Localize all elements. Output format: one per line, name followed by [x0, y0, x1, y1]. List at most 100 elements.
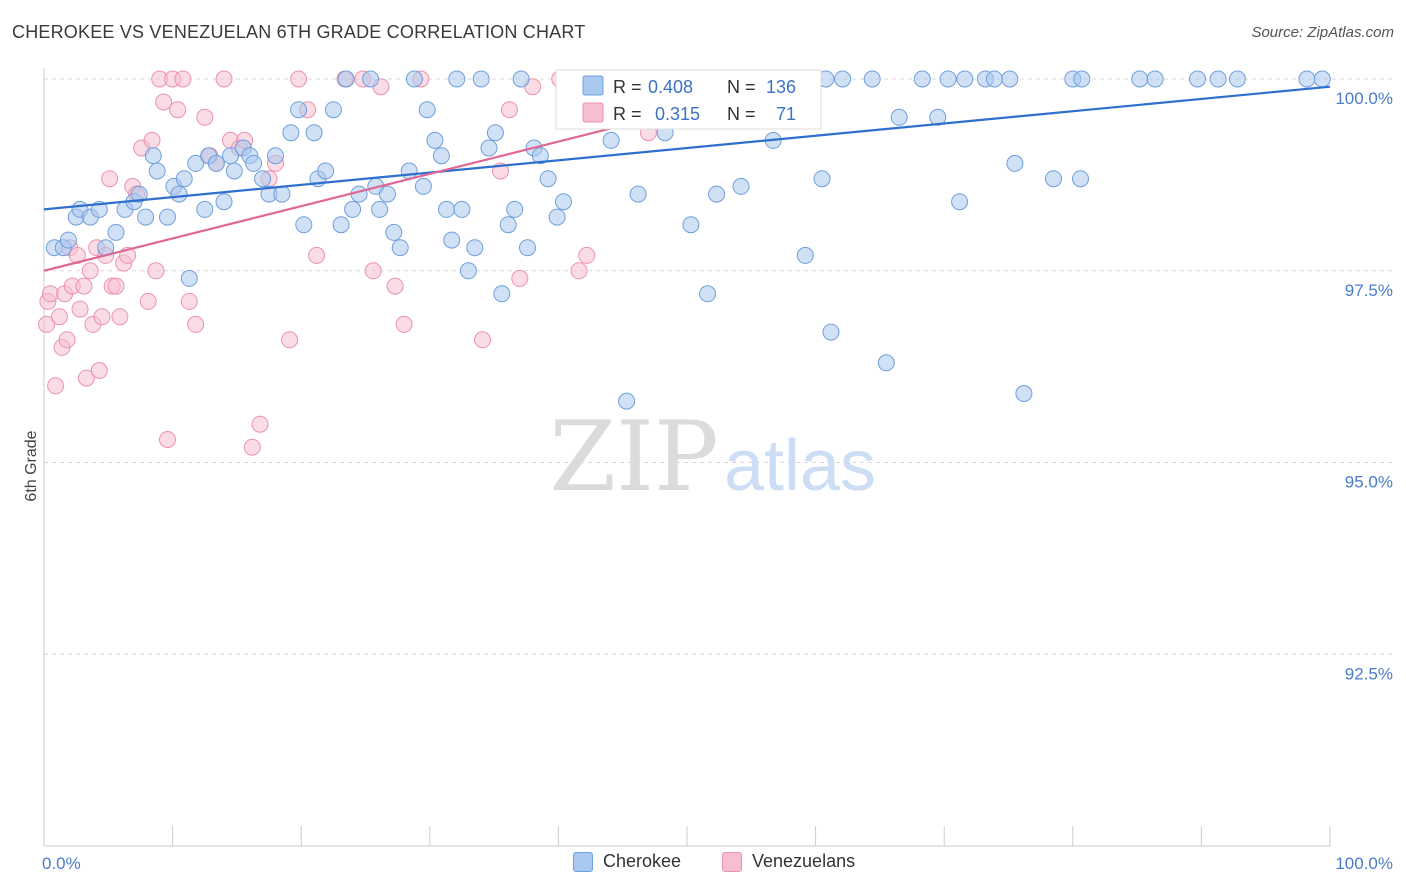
venezuelan-point-30	[143, 131, 161, 149]
cherokee-point-41	[332, 216, 350, 234]
cherokee-point-70	[519, 239, 536, 257]
cherokee-point-14	[148, 162, 166, 180]
bottom-legend-cherokee[interactable]: Cherokee	[573, 851, 681, 872]
cherokee-point-53	[414, 177, 432, 195]
cherokee-point-92	[813, 170, 831, 188]
cherokee-point-66	[493, 285, 511, 303]
legend-n-cherokee: 136	[766, 77, 796, 97]
cherokee-point-100	[929, 108, 947, 126]
cherokee-point-35	[290, 101, 308, 119]
cherokee-points	[45, 70, 1331, 410]
cherokee-point-12	[137, 208, 155, 226]
venezuelan-point-23	[111, 308, 129, 326]
cherokee-point-60	[453, 200, 471, 218]
cherokee-point-75	[555, 193, 572, 211]
y-axis-label: 6th Grade	[23, 430, 40, 501]
legend-n-label-venezuelan: N =	[727, 104, 756, 124]
cherokee-point-33	[273, 185, 291, 203]
cherokee-point-24	[215, 193, 233, 211]
cherokee-point-11	[130, 185, 148, 203]
venezuelan-point-34	[159, 431, 176, 448]
venezuelan-point-64	[501, 101, 518, 119]
cherokee-point-26	[225, 162, 243, 180]
cherokee-point-13	[144, 147, 162, 165]
venezuelan-point-39	[187, 315, 205, 333]
venezuelan-point-54	[308, 246, 326, 264]
cherokee-point-73	[539, 170, 557, 188]
venezuelan-point-37	[174, 70, 192, 88]
cherokee-point-39	[317, 162, 335, 180]
cherokee-point-2	[59, 231, 77, 249]
venezuelan-point-0	[38, 315, 56, 333]
venezuelans-label: Venezuelans	[752, 851, 856, 871]
venezuelan-trend-line	[43, 116, 656, 272]
cherokee-point-106	[1001, 70, 1019, 88]
venezuelan-point-14	[81, 262, 99, 280]
cherokee-point-94	[822, 323, 840, 341]
cherokee-point-15	[159, 208, 176, 226]
venezuelan-point-13	[77, 369, 95, 387]
venezuelan-point-51	[281, 331, 299, 349]
legend-n-label-cherokee: N =	[727, 77, 756, 97]
cherokee-point-102	[951, 193, 969, 211]
cherokee-point-57	[438, 200, 455, 218]
trend-lines	[43, 85, 1331, 272]
cherokee-point-19	[180, 269, 198, 287]
cherokee-point-114	[1146, 70, 1164, 88]
bottom-legend-venezuelans[interactable]: Venezuelans	[722, 851, 855, 872]
y-tick-label-0: 100.0%	[1335, 89, 1393, 108]
venezuelan-point-48	[251, 415, 269, 433]
tick-labels: 100.0% 97.5% 95.0% 92.5% 0.0% 100.0%	[42, 89, 1393, 873]
cherokee-point-61	[459, 262, 477, 280]
cherokee-point-112	[1073, 70, 1091, 88]
venezuelan-point-3	[47, 377, 65, 395]
cherokee-point-48	[378, 185, 396, 203]
venezuelan-point-65	[511, 269, 529, 287]
venezuelan-point-17	[90, 362, 108, 379]
cherokee-point-23	[207, 154, 225, 172]
venezuelan-point-7	[58, 331, 76, 349]
chart-title: CHEROKEE VS VENEZUELAN 6TH GRADE CORRELA…	[12, 22, 586, 42]
cherokee-point-59	[448, 70, 466, 88]
watermark: ZIP atlas	[549, 401, 876, 513]
venezuelan-point-4	[50, 308, 68, 326]
cherokee-point-111	[1072, 170, 1089, 188]
chart-source: Source: ZipAtlas.com	[1251, 24, 1394, 41]
cherokee-point-79	[629, 185, 647, 203]
cherokee-point-103	[956, 70, 974, 88]
cherokee-point-82	[682, 216, 700, 234]
cherokee-point-58	[443, 231, 461, 249]
cherokee-point-56	[432, 147, 450, 165]
cherokee-point-95	[834, 70, 852, 88]
cherokee-point-37	[305, 124, 323, 142]
venezuelan-point-22	[107, 277, 125, 295]
watermark-atlas: atlas	[724, 426, 876, 506]
venezuelan-point-47	[243, 438, 261, 456]
venezuelan-point-60	[395, 315, 413, 333]
cherokee-point-109	[1045, 170, 1062, 188]
cherokee-point-69	[512, 70, 530, 88]
cherokee-point-118	[1298, 70, 1316, 88]
cherokee-point-68	[506, 200, 524, 218]
cherokee-point-108	[1015, 385, 1033, 402]
cherokee-point-20	[187, 154, 205, 172]
venezuelan-point-36	[169, 101, 187, 119]
bottom-legend: Cherokee Venezuelans	[0, 851, 1406, 879]
cherokee-point-90	[796, 246, 814, 264]
x-tick-label-start: 0.0%	[42, 854, 81, 873]
cherokee-point-78	[618, 392, 636, 410]
venezuelan-point-12	[75, 277, 93, 295]
cherokee-point-107	[1006, 154, 1024, 172]
cherokee-point-97	[877, 354, 895, 372]
watermark-zip: ZIP	[549, 401, 718, 513]
cherokee-point-52	[405, 70, 423, 88]
cherokee-point-65	[486, 124, 504, 142]
legend-n-venezuelan: 71	[776, 104, 796, 124]
cherokee-point-67	[499, 216, 517, 234]
cherokee-point-72	[531, 147, 549, 165]
venezuelan-point-33	[155, 93, 173, 111]
cherokee-point-74	[548, 208, 566, 226]
cherokee-point-96	[863, 70, 881, 88]
cherokee-point-105	[985, 70, 1003, 88]
